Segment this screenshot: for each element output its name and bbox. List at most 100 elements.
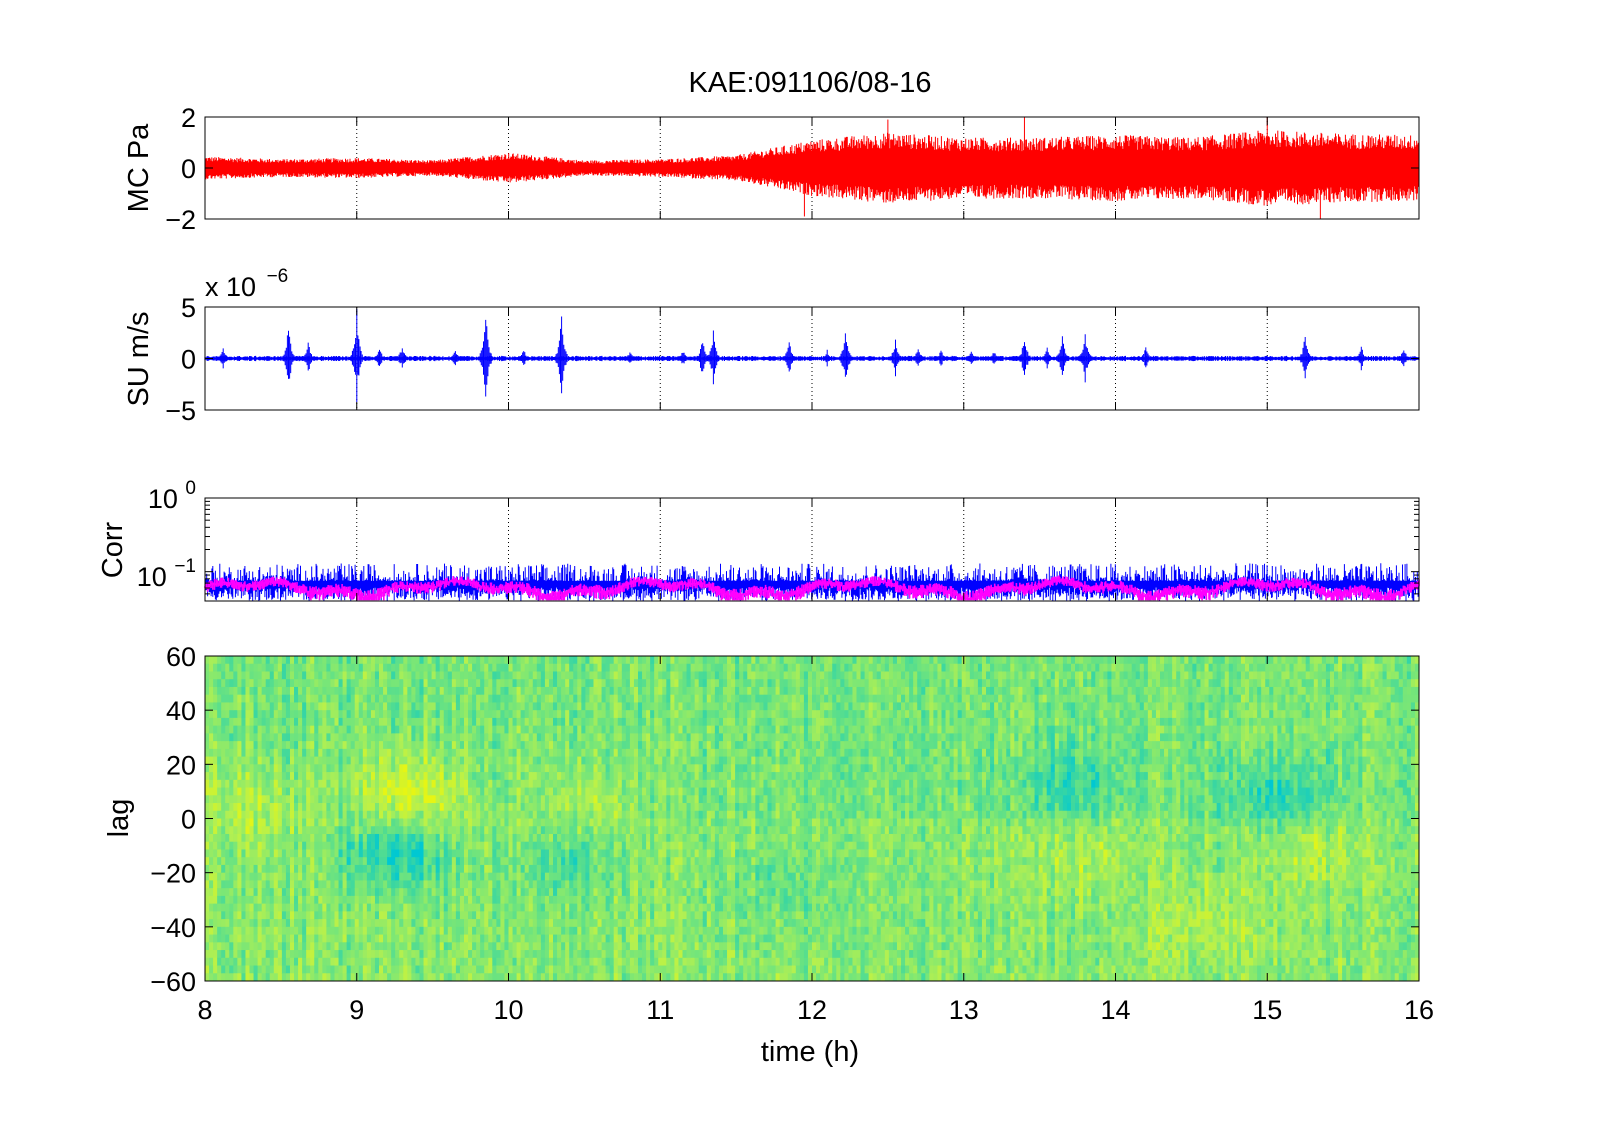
heatmap-cell xyxy=(379,942,384,951)
heatmap-cell xyxy=(536,671,542,680)
heatmap-cell xyxy=(536,911,542,920)
heatmap-cell xyxy=(310,748,315,758)
heatmap-cell xyxy=(298,950,303,959)
heatmap-cell xyxy=(334,772,340,781)
heatmap-cell xyxy=(334,934,340,943)
heatmap-cell xyxy=(245,710,251,719)
heatmap-cell xyxy=(237,841,243,851)
heatmap-cell xyxy=(277,926,283,936)
heatmap-cell xyxy=(302,849,307,858)
heatmap-cell xyxy=(577,973,582,981)
heatmap-cell xyxy=(435,888,441,897)
heatmap-cell xyxy=(370,679,376,688)
heatmap-cell xyxy=(642,895,647,905)
heatmap-cell xyxy=(213,895,218,905)
heatmap-cell xyxy=(403,841,408,851)
heatmap-cell xyxy=(544,872,550,882)
heatmap-cell xyxy=(213,733,218,742)
heatmap-cell xyxy=(468,826,473,835)
heatmap-cell xyxy=(419,725,425,734)
heatmap-cell xyxy=(302,803,307,812)
heatmap-cell xyxy=(358,725,364,734)
heatmap-cell xyxy=(285,803,291,812)
heatmap-cell xyxy=(447,919,453,928)
heatmap-cell xyxy=(399,903,404,912)
heatmap-cell xyxy=(548,950,554,959)
heatmap-cell xyxy=(403,942,408,951)
heatmap-cell xyxy=(658,702,663,711)
heatmap-cell xyxy=(306,733,311,742)
heatmap-cell xyxy=(451,663,457,673)
heatmap-cell xyxy=(342,748,348,758)
heatmap-cell xyxy=(504,826,510,835)
heatmap-cell xyxy=(662,903,667,912)
heatmap-cell xyxy=(314,671,319,680)
heatmap-cell xyxy=(516,733,522,742)
heatmap-cell xyxy=(484,764,489,773)
heatmap-cell xyxy=(468,911,473,920)
heatmap-cell xyxy=(455,748,461,758)
heatmap-cell xyxy=(650,973,655,981)
heatmap-cell xyxy=(354,957,360,967)
heatmap-cell xyxy=(633,787,639,796)
heatmap-cell xyxy=(500,810,506,820)
heatmap-cell xyxy=(342,942,348,951)
heatmap-cell xyxy=(536,810,542,820)
heatmap-cell xyxy=(601,872,607,882)
heatmap-cell xyxy=(548,849,554,858)
heatmap-cell xyxy=(516,950,522,959)
heatmap-cell xyxy=(637,872,643,882)
heatmap-cell xyxy=(459,803,465,812)
heatmap-cell xyxy=(553,741,558,750)
heatmap-cell xyxy=(294,803,299,812)
heatmap-cell xyxy=(480,686,485,696)
heatmap-cell xyxy=(229,810,234,820)
heatmap-cell xyxy=(447,733,453,742)
heatmap-cell xyxy=(520,779,526,789)
heatmap-cell xyxy=(561,911,566,920)
heatmap-cell xyxy=(285,864,291,874)
heatmap-cell xyxy=(480,702,485,711)
heatmap-cell xyxy=(314,934,319,943)
heatmap-cell xyxy=(601,779,607,789)
heatmap-cell xyxy=(354,880,360,889)
heatmap-cell xyxy=(350,841,356,851)
heatmap-cell xyxy=(625,818,631,827)
heatmap-cell xyxy=(593,810,599,820)
heatmap-cell xyxy=(277,686,283,696)
heatmap-cell xyxy=(621,888,627,897)
heatmap-cell xyxy=(374,895,380,905)
heatmap-cell xyxy=(261,748,267,758)
heatmap-cell xyxy=(593,733,599,742)
heatmap-cell xyxy=(581,671,586,680)
heatmap-cell xyxy=(294,903,299,912)
heatmap-cell xyxy=(629,810,635,820)
heatmap-cell xyxy=(581,934,586,943)
heatmap-cell xyxy=(613,725,619,734)
heatmap-cell xyxy=(472,942,477,951)
heatmap-cell xyxy=(387,841,392,851)
heatmap-cell xyxy=(302,694,307,704)
heatmap-cell xyxy=(536,919,542,928)
heatmap-cell xyxy=(326,733,332,742)
heatmap-cell xyxy=(431,911,437,920)
heatmap-cell xyxy=(265,671,271,680)
heatmap-cell xyxy=(374,725,380,734)
heatmap-cell xyxy=(650,934,655,943)
heatmap-cell xyxy=(593,710,599,719)
heatmap-cell xyxy=(569,756,574,765)
heatmap-cell xyxy=(666,717,671,727)
heatmap-cell xyxy=(463,826,469,835)
heatmap-cell xyxy=(391,725,396,734)
heatmap-cell xyxy=(423,833,429,843)
heatmap-cell xyxy=(633,702,639,711)
heatmap-cell xyxy=(658,810,663,820)
heatmap-cell xyxy=(383,795,388,804)
heatmap-cell xyxy=(225,880,230,889)
heatmap-cell xyxy=(528,818,534,827)
heatmap-cell xyxy=(463,911,469,920)
heatmap-cell xyxy=(298,919,303,928)
heatmap-cell xyxy=(257,826,263,835)
heatmap-cell xyxy=(237,764,243,773)
